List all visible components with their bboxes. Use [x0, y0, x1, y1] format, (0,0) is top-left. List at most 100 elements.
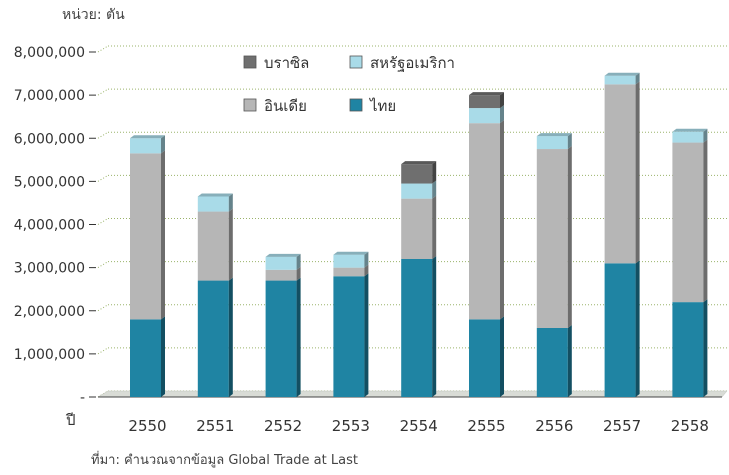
bar-segment — [265, 256, 297, 270]
legend: บราซิล สหรัฐอเมริกาอินเดีย ไทย — [243, 54, 455, 115]
y-tick-label: 4,000,000 — [14, 218, 85, 234]
x-axis: 2550 2551 2552 2553 2554 2555 2556 2557 2558 — [128, 417, 709, 435]
bar-top — [401, 161, 437, 165]
bar-segment-side — [228, 277, 233, 397]
legend-label: ไทย — [369, 97, 396, 115]
bar-segment-side — [161, 316, 165, 397]
bar-segment — [265, 269, 297, 281]
bar-segment-side — [364, 251, 369, 268]
x-tick-label: 2555 — [467, 417, 505, 435]
legend-swatch — [349, 98, 363, 112]
bar-top — [130, 135, 165, 139]
bar-segment-side — [635, 81, 640, 264]
bar-segment-side — [432, 161, 437, 184]
gridline-diagonal — [97, 347, 109, 355]
gridline-diagonal — [97, 174, 109, 182]
bar-segment — [401, 198, 433, 259]
bar-segment-side — [500, 120, 504, 320]
bar-segment — [604, 263, 636, 397]
bar-segment-side — [567, 325, 572, 397]
bar-top — [536, 133, 572, 137]
y-tick-label: - — [80, 390, 85, 406]
bar-segment — [469, 108, 500, 124]
bar-segment — [536, 328, 568, 397]
bar-segment — [130, 319, 161, 397]
gridline-diagonal — [97, 304, 109, 312]
bar-segment-side — [364, 273, 369, 397]
x-tick-label: 2551 — [196, 417, 234, 435]
bar-segment — [197, 211, 229, 281]
legend-swatch — [243, 98, 257, 112]
gridline-diagonal — [97, 218, 109, 225]
bar-segment — [672, 302, 704, 397]
bar-segment-side — [432, 195, 437, 259]
bar-segment-side — [703, 128, 708, 143]
gridline-diagonal — [97, 261, 109, 269]
y-tick-label: 8,000,000 — [14, 45, 85, 61]
bars — [130, 72, 708, 397]
bar-top — [604, 72, 640, 76]
y-tick-label: 1,000,000 — [14, 347, 85, 363]
bar-segment-side — [228, 208, 233, 281]
y-tick-label: 7,000,000 — [14, 88, 85, 104]
gridline-diagonal — [97, 88, 109, 96]
bar-segment — [130, 138, 161, 154]
legend-swatch — [349, 55, 363, 69]
gridline-diagonal — [97, 45, 109, 53]
bar-top — [265, 253, 301, 257]
unit-label: หน่วย: ตัน — [62, 7, 125, 23]
bar-segment-side — [500, 316, 504, 397]
bar-segment-side — [500, 92, 504, 109]
bar-segment — [333, 267, 365, 277]
bar-segment-side — [500, 105, 504, 124]
bar-segment-side — [635, 72, 640, 85]
bar-top — [469, 92, 504, 96]
x-tick-label: 2556 — [535, 417, 573, 435]
x-tick-label: 2557 — [603, 417, 641, 435]
bar-segment — [197, 280, 229, 397]
bar-segment — [469, 95, 500, 109]
bar-segment-side — [432, 180, 437, 199]
bar-segment — [604, 84, 636, 264]
bar-segment-side — [228, 193, 233, 212]
bar-segment — [401, 164, 433, 184]
bar-segment-side — [364, 264, 369, 277]
bar-segment-side — [567, 146, 572, 328]
bar-segment — [536, 136, 568, 150]
bar-segment — [536, 149, 568, 328]
bar-segment-side — [161, 150, 165, 320]
bar-segment — [130, 153, 161, 320]
x-axis-label: ปี — [65, 411, 75, 429]
bar-segment — [265, 280, 297, 397]
bar-segment-side — [296, 266, 301, 281]
legend-label: สหรัฐอเมริกา — [370, 54, 455, 72]
y-tick-label: 2,000,000 — [14, 304, 85, 320]
bar-segment-side — [432, 256, 437, 397]
gridline-diagonal — [97, 131, 109, 139]
bar-segment — [672, 142, 704, 303]
bar-top — [197, 193, 233, 197]
x-tick-label: 2553 — [332, 417, 370, 435]
x-tick-label: 2554 — [400, 417, 438, 435]
y-tick-label: 5,000,000 — [14, 174, 85, 190]
bar-segment — [401, 183, 433, 199]
bar-segment — [672, 131, 704, 143]
bar-segment — [401, 259, 433, 397]
y-tick-label: 6,000,000 — [14, 131, 85, 147]
x-tick-label: 2552 — [264, 417, 302, 435]
x-tick-label: 2550 — [128, 417, 166, 435]
bar-segment — [469, 123, 500, 320]
bar-segment-side — [161, 135, 165, 154]
bar-segment — [604, 75, 636, 85]
legend-label: อินเดีย — [264, 97, 307, 115]
legend-label: บราซิล — [264, 54, 309, 72]
bar-segment-side — [567, 133, 572, 150]
x-tick-label: 2558 — [671, 417, 709, 435]
bar-segment-side — [703, 139, 708, 303]
bar-segment-side — [296, 253, 301, 270]
bar-segment-side — [635, 260, 640, 397]
bar-segment — [197, 196, 229, 212]
legend-swatch — [243, 55, 257, 69]
bar-segment-side — [703, 299, 708, 397]
